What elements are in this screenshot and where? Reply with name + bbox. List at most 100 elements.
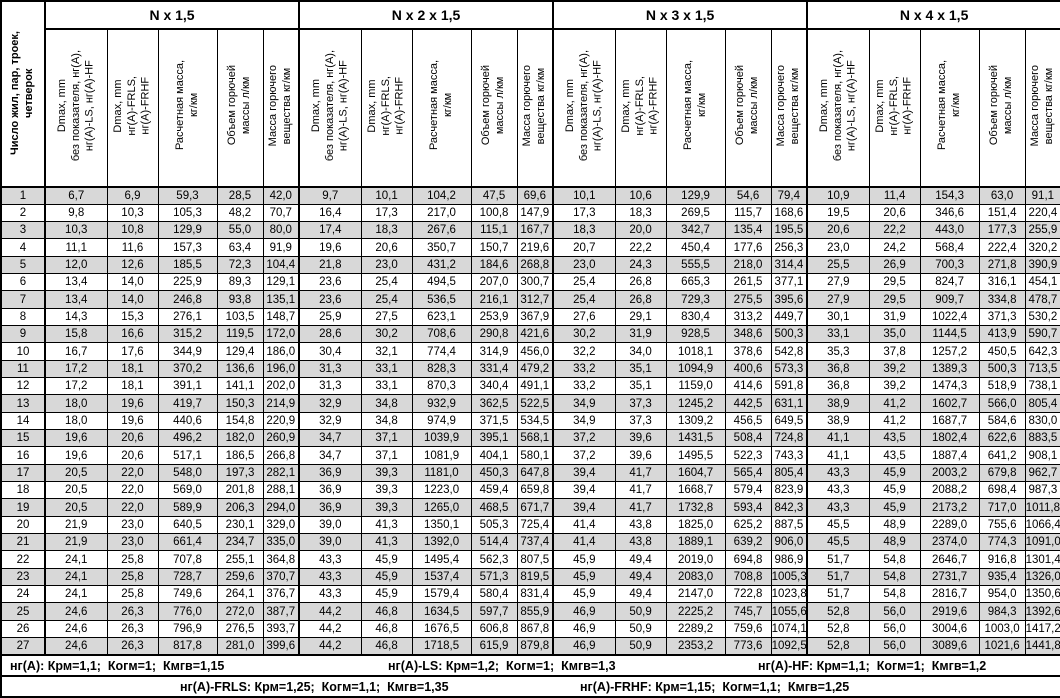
value-cell: 580,4 [470,585,518,604]
value-cell: 26,3 [106,602,159,621]
value-cell: 824,7 [919,273,980,292]
table-row: 7 13,4 14,0 246,8 93,8 135,1 23,6 25,4 536,5 216,… [0,290,1060,309]
value-cell: 606,8 [470,619,518,639]
value-cell: 2374,0 [919,533,980,552]
value-cell: 72,3 [216,255,264,275]
value-cell: 17,4 [298,221,362,240]
value-cell: 3089,6 [919,637,980,656]
value-cell: 46,8 [360,619,413,639]
value-cell: 698,4 [978,481,1026,500]
value-cell: 207,0 [470,273,518,292]
value-cell: 276,5 [216,619,264,639]
value-cell: 20,7 [552,238,616,257]
value-cell: 206,3 [216,498,264,517]
value-cell: 135,1 [262,290,301,309]
value-cell: 580,1 [516,446,555,465]
subcolumn-header-label: Dmax, mm без показателя, нг(A), нг(A)-LS… [817,49,858,162]
value-cell: 32,2 [552,342,616,361]
value-cell: 514,4 [470,533,518,552]
row-number-cell: 24 [0,585,46,604]
value-cell: 30,4 [298,342,362,361]
value-cell: 568,4 [919,238,980,257]
value-cell: 26,8 [614,273,667,292]
value-cell: 46,8 [360,637,413,656]
value-cell: 201,8 [216,481,264,500]
value-cell: 399,6 [262,637,301,656]
value-cell: 830,0 [1024,411,1060,431]
value-cell: 1887,4 [919,446,980,465]
subcolumn-header: Объем горючей массы л/км [216,28,264,188]
value-cell: 19,6 [44,446,108,465]
value-cell: 41,7 [614,463,667,483]
value-cell: 48,9 [868,533,921,552]
value-cell: 39,0 [298,515,362,535]
value-cell: 141,1 [216,377,264,396]
value-cell: 819,5 [516,567,555,587]
value-cell: 404,1 [470,446,518,465]
value-cell: 708,6 [411,325,472,344]
value-cell: 29,1 [614,307,667,327]
value-cell: 1718,5 [411,637,472,656]
value-cell: 10,8 [106,221,159,240]
value-cell: 1039,9 [411,429,472,448]
value-cell: 11,1 [44,238,108,257]
table-row: 18 20,5 22,0 569,0 201,8 288,1 36,9 39,3 1223,0 4… [0,481,1060,500]
value-cell: 276,1 [157,307,218,327]
value-cell: 442,5 [724,394,772,413]
value-cell: 41,1 [806,446,870,465]
value-cell: 3004,6 [919,619,980,639]
value-cell: 31,9 [868,307,921,327]
table-row: 12 17,2 18,1 391,1 141,1 202,0 31,3 33,1 870,3 34… [0,377,1060,396]
value-cell: 41,7 [614,498,667,517]
value-cell: 35,0 [868,325,921,344]
value-cell: 91,1 [1024,186,1060,205]
value-cell: 34,0 [614,342,667,361]
value-cell: 1441,8 [1024,637,1060,656]
value-cell: 1537,4 [411,567,472,587]
value-cell: 34,7 [298,446,362,465]
value-cell: 271,8 [978,255,1026,275]
value-cell: 216,1 [470,290,518,309]
value-cell: 20,0 [614,221,667,240]
value-cell: 197,3 [216,463,264,483]
footer-coefficients-line2: нг(A)-FRLS: Крм=1,25; Когм=1,1; Кмгв=1,3… [0,675,1060,698]
value-cell: 19,5 [806,203,870,223]
value-cell: 1181,0 [411,463,472,483]
value-cell: 36,9 [298,463,362,483]
value-cell: 15,8 [44,325,108,344]
value-cell: 23,6 [298,273,362,292]
value-cell: 22,2 [868,221,921,240]
value-cell: 33,1 [360,359,413,379]
value-cell: 390,9 [1024,255,1060,275]
value-cell: 728,7 [157,567,218,587]
value-cell: 22,2 [614,238,667,257]
value-cell: 954,0 [978,585,1026,604]
value-cell: 1495,4 [411,550,472,569]
value-cell: 220,9 [262,411,301,431]
value-cell: 1092,5 [770,637,809,656]
subcolumn-header-label: Dmax, mm нг(A)-FRLS, нг(A)-FRHF [873,75,914,136]
value-cell: 154,8 [216,411,264,431]
value-cell: 129,1 [262,273,301,292]
subcolumn-header-label: Dmax, mm без показателя, нг(A), нг(A)-LS… [55,49,96,162]
value-cell: 6,7 [44,186,108,205]
table-row: 2 9,8 10,3 105,3 48,2 70,7 16,4 17,3 217,0 100,8 1… [0,203,1060,223]
value-cell: 43,3 [806,481,870,500]
value-cell: 19,6 [106,394,159,413]
value-cell: 70,7 [262,203,301,223]
subcolumn-header-label: Расчетная масса, кг/км [427,60,454,151]
value-cell: 10,1 [360,186,413,205]
value-cell: 364,8 [262,550,301,569]
table-row: 19 20,5 22,0 589,9 206,3 294,0 36,9 39,3 1265,0 4… [0,498,1060,517]
row-number-cell: 6 [0,273,46,292]
value-cell: 331,4 [470,359,518,379]
value-cell: 10,3 [44,221,108,240]
value-cell: 31,3 [298,377,362,396]
value-cell: 649,5 [770,411,809,431]
value-cell: 26,3 [106,637,159,656]
value-cell: 2289,0 [919,515,980,535]
row-number-cell: 11 [0,359,46,379]
value-cell: 45,9 [552,550,616,569]
value-cell: 150,3 [216,394,264,413]
value-cell: 21,9 [44,533,108,552]
